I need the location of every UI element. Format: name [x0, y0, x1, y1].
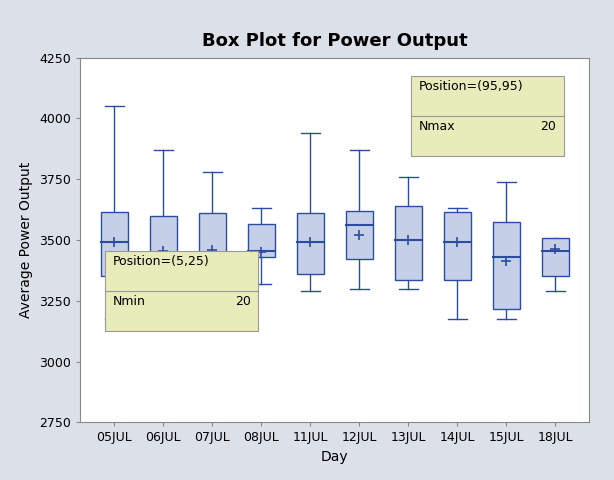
- Bar: [199, 213, 225, 272]
- Bar: [542, 238, 569, 276]
- Text: Position=(95,95): Position=(95,95): [419, 80, 523, 93]
- Bar: [101, 212, 128, 276]
- Text: Nmax: Nmax: [419, 120, 456, 133]
- Bar: [492, 222, 519, 309]
- Bar: [444, 212, 470, 280]
- Bar: [297, 213, 324, 274]
- Text: Nmin: Nmin: [113, 296, 146, 309]
- Text: 20: 20: [235, 296, 251, 309]
- Bar: [411, 76, 564, 156]
- Bar: [395, 206, 422, 280]
- Bar: [346, 211, 373, 260]
- Text: Position=(5,25): Position=(5,25): [113, 255, 210, 268]
- Title: Box Plot for Power Output: Box Plot for Power Output: [202, 33, 467, 50]
- X-axis label: Day: Day: [321, 450, 348, 464]
- Text: 20: 20: [540, 120, 556, 133]
- Bar: [106, 251, 258, 331]
- Y-axis label: Average Power Output: Average Power Output: [20, 162, 33, 318]
- Bar: [247, 224, 274, 257]
- Bar: [150, 216, 177, 281]
